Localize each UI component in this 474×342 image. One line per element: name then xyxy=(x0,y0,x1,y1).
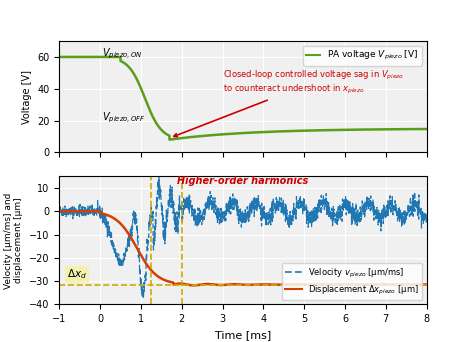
Text: $\Delta x_d$: $\Delta x_d$ xyxy=(67,267,87,281)
Text: $V_{piezo,OFF}$: $V_{piezo,OFF}$ xyxy=(102,110,146,124)
Legend: PA voltage $V_{piezo}$ [V]: PA voltage $V_{piezo}$ [V] xyxy=(303,45,422,66)
Text: Closed-loop controlled voltage sag in $V_{piezo}$
to counteract undershoot in $x: Closed-loop controlled voltage sag in $V… xyxy=(174,68,404,137)
Legend: Velocity $v_{piezo}$ [μm/ms], Displacement $\Delta x_{piezo}$ [μm]: Velocity $v_{piezo}$ [μm/ms], Displaceme… xyxy=(282,263,422,300)
Y-axis label: Voltage [V]: Voltage [V] xyxy=(22,70,32,124)
Text: Higher-order harmonics: Higher-order harmonics xyxy=(177,176,309,186)
Text: $V_{piezo,ON}$: $V_{piezo,ON}$ xyxy=(102,47,143,61)
Y-axis label: Velocity [μm/ms] and
displacement [μm]: Velocity [μm/ms] and displacement [μm] xyxy=(4,192,24,289)
X-axis label: Time [ms]: Time [ms] xyxy=(215,330,271,340)
